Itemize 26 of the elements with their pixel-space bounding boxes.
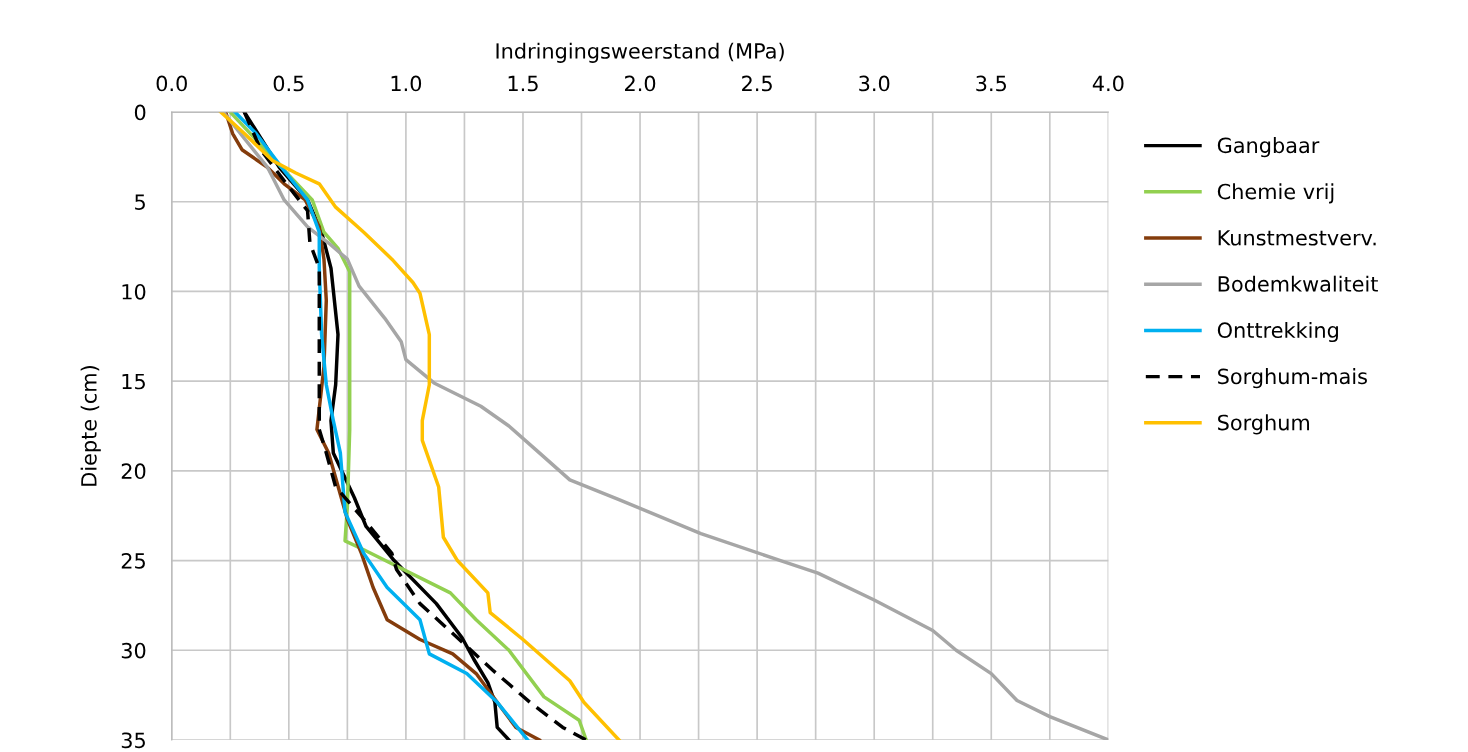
legend-label: Sorghum-mais <box>1218 368 1367 389</box>
y-tick-label: 15 <box>122 373 145 390</box>
y-tick-label: 25 <box>121 553 145 569</box>
y-axis-title: Diepte (cm) <box>80 366 101 486</box>
legend-label: Chemie vrij <box>1217 183 1334 204</box>
x-tick-label: 1.5 <box>508 75 538 92</box>
y-tick-label: 35 <box>121 732 145 749</box>
x-tick-label: 0.5 <box>273 75 304 92</box>
y-tick-label: 30 <box>121 642 146 659</box>
legend-label: Sorghum <box>1218 414 1309 435</box>
y-tick-label: 20 <box>121 463 146 480</box>
x-tick-label: 3.0 <box>859 75 890 92</box>
x-axis-title: Indringingsweerstand (MPa) <box>496 42 784 63</box>
x-tick-label: 2.5 <box>742 75 772 92</box>
y-tick-label: 0 <box>134 104 146 121</box>
x-tick-label: 4.0 <box>1092 75 1124 92</box>
x-tick-label: 2.0 <box>625 75 656 92</box>
legend-label: Bodemkwaliteit <box>1218 275 1378 292</box>
x-tick-label: 0.0 <box>156 75 187 92</box>
legend-label: Kunstmestverv. <box>1218 230 1376 246</box>
legend-label: Gangbaar <box>1217 137 1320 158</box>
y-tick-label: 10 <box>122 283 146 300</box>
x-tick-label: 3.5 <box>976 75 1007 92</box>
y-tick-label: 5 <box>135 194 145 210</box>
x-tick-label: 1.0 <box>391 75 422 92</box>
legend-label: Onttrekking <box>1217 321 1338 343</box>
